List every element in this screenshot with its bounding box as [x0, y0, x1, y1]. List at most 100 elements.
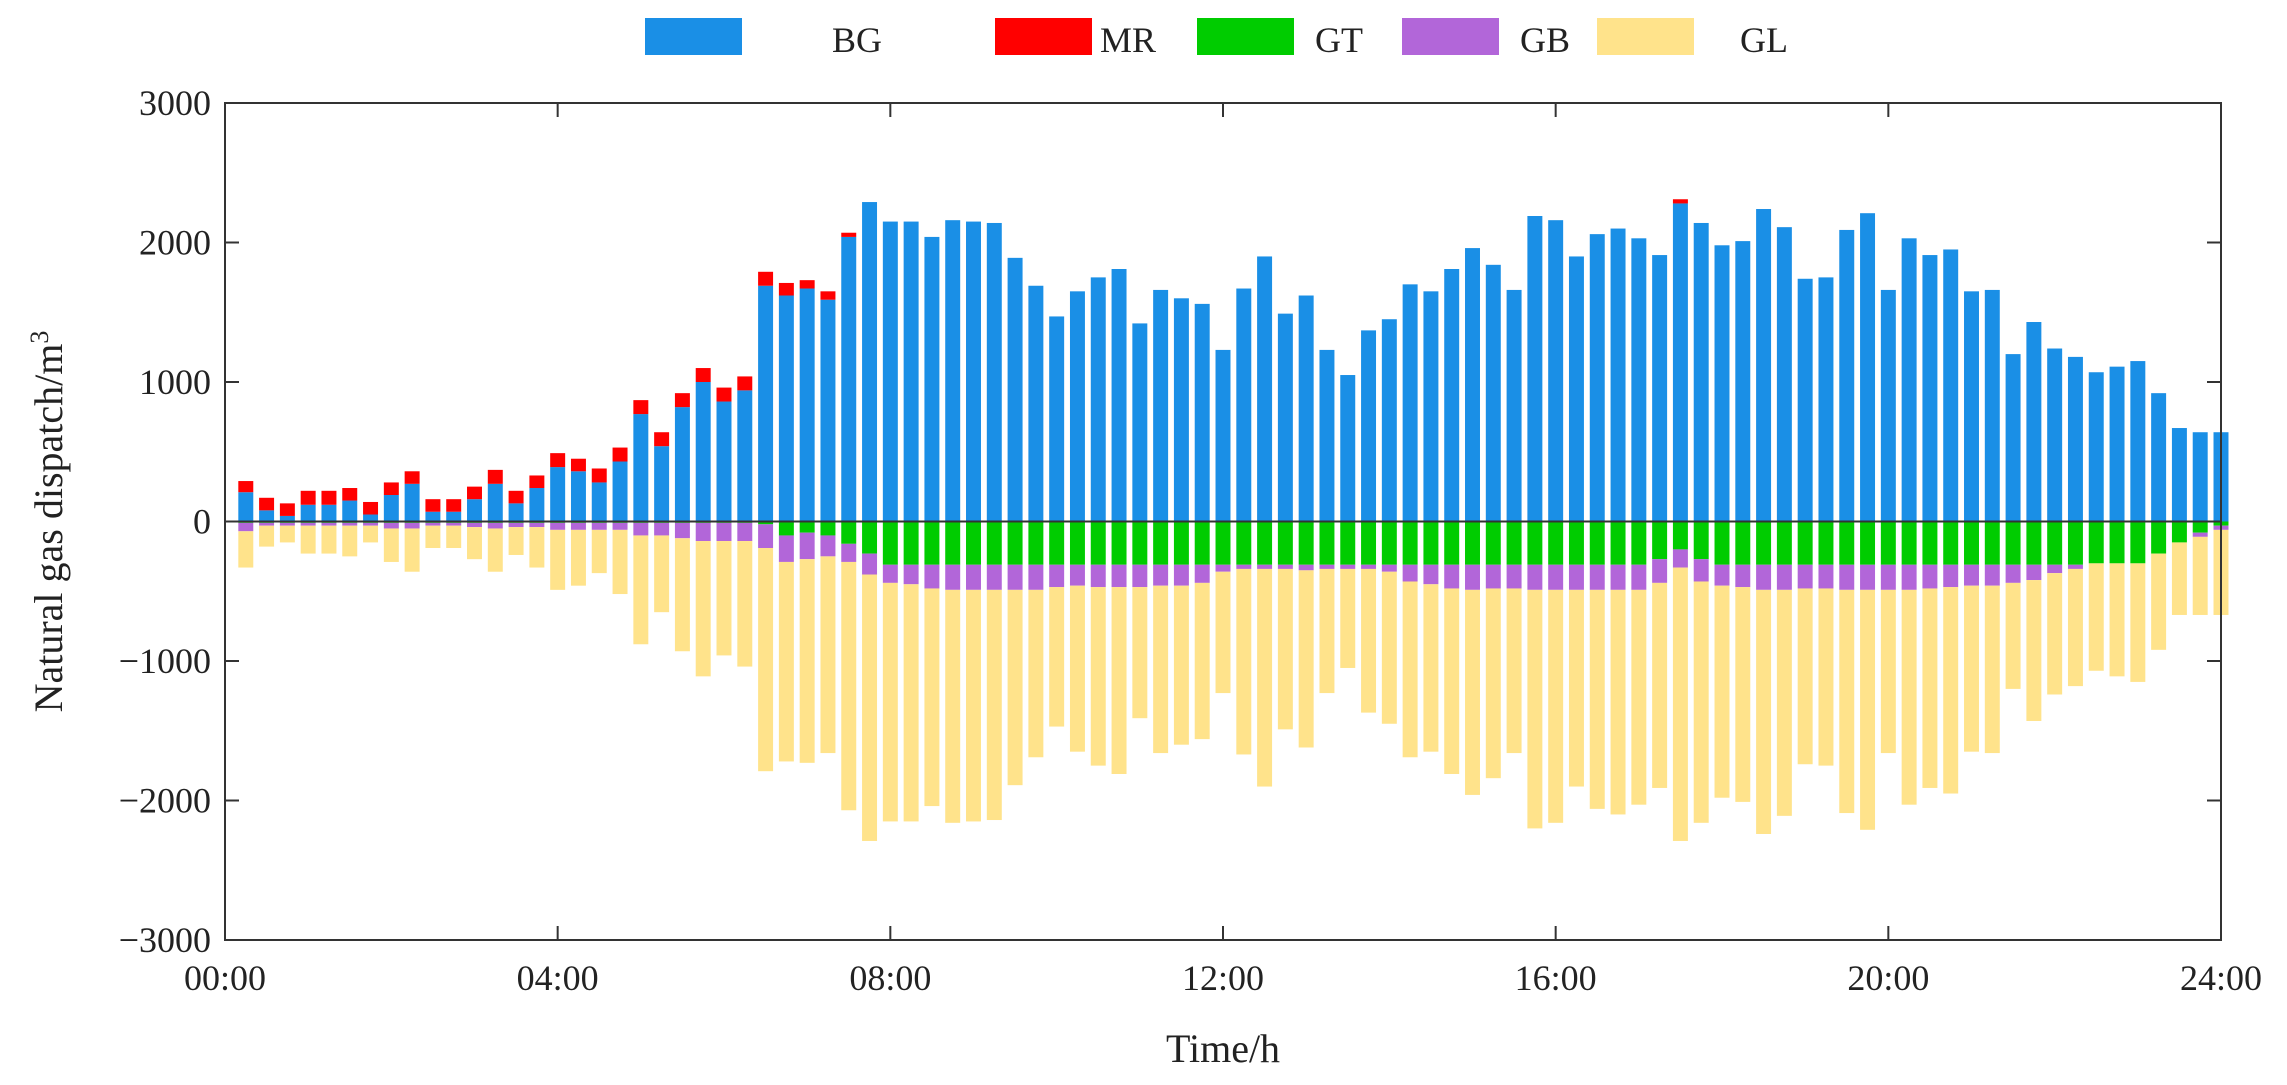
bar-bg	[945, 220, 961, 522]
bar-mr	[841, 232, 857, 237]
bar-gl	[1943, 587, 1959, 794]
bar-gt	[1194, 521, 1210, 565]
bar-gb	[2026, 564, 2042, 581]
bar-bg	[1610, 228, 1626, 522]
bar-gt	[1381, 521, 1397, 565]
bar-gl	[1797, 588, 1813, 765]
bar-mr	[487, 469, 503, 484]
bar-bg	[1298, 295, 1314, 522]
bar-bg	[1049, 316, 1065, 522]
legend-label-bg: BG	[832, 20, 882, 60]
bar-gl	[1527, 589, 1543, 829]
bar-gl	[529, 527, 545, 568]
bar-gb	[1298, 564, 1314, 571]
bar-bg	[1340, 375, 1356, 522]
bar-gl	[674, 538, 690, 652]
y-axis-label-text: Natural gas dispatch/m	[26, 344, 71, 713]
bar-bg	[1465, 248, 1480, 522]
bar-gt	[1153, 521, 1169, 565]
bar-gt	[1132, 521, 1148, 565]
bar-mr	[820, 291, 836, 300]
bar-gl	[2171, 542, 2187, 615]
bar-gb	[674, 522, 690, 539]
bar-gt	[903, 521, 919, 565]
bar-gt	[924, 521, 940, 565]
bar-gl	[2005, 582, 2021, 689]
bar-bg	[654, 446, 670, 522]
bar-gb	[570, 522, 586, 530]
bar-gt	[1901, 521, 1917, 565]
bar-gl	[1548, 589, 1564, 823]
bar-mr	[716, 387, 732, 402]
bar-bg	[2088, 372, 2104, 522]
bar-gb	[1860, 564, 1876, 590]
bar-mr	[695, 368, 711, 382]
bar-bg	[259, 510, 275, 522]
y-tick-label: 0	[193, 502, 211, 542]
bar-gb	[654, 522, 670, 536]
bar-gl	[924, 588, 940, 807]
bar-bg	[508, 503, 524, 522]
bar-gb	[1257, 564, 1273, 569]
bar-gb	[862, 553, 878, 575]
bar-gb	[1610, 564, 1626, 590]
bar-gt	[945, 521, 961, 565]
bar-gt	[966, 521, 981, 565]
bar-gl	[716, 541, 732, 656]
bar-bg	[2171, 428, 2187, 522]
bar-gt	[1943, 521, 1959, 565]
bar-bg	[1277, 313, 1293, 522]
bar-gl	[1444, 588, 1460, 774]
bar-gl	[1839, 589, 1855, 814]
bar-bg	[758, 285, 774, 522]
bar-bg	[300, 504, 316, 522]
bar-bg	[446, 511, 462, 522]
bar-gl	[1069, 585, 1085, 752]
bar-bg	[841, 236, 857, 522]
bar-gl	[1049, 587, 1065, 727]
bar-gt	[1693, 521, 1709, 560]
bar-gl	[1610, 589, 1626, 815]
bar-mr	[404, 471, 420, 484]
bar-gl	[1277, 568, 1293, 730]
bar-bg	[737, 390, 753, 522]
bar-gb	[1132, 564, 1148, 588]
bar-gb	[612, 522, 628, 530]
bar-mr	[259, 497, 275, 511]
bar-gt	[1090, 521, 1106, 565]
bar-gl	[1465, 589, 1480, 795]
bar-gt	[1506, 521, 1522, 565]
y-tick-label: −1000	[119, 641, 211, 681]
bar-bg	[1922, 255, 1938, 522]
bar-bg	[1548, 220, 1564, 522]
bar-gl	[1361, 568, 1377, 713]
bar-gb	[1964, 564, 1979, 586]
bar-gt	[1880, 521, 1896, 565]
bar-mr	[591, 468, 607, 483]
bar-bg	[238, 492, 254, 522]
bar-gt	[2005, 521, 2021, 565]
bar-gt	[2192, 521, 2208, 533]
bar-bg	[1381, 319, 1397, 522]
bar-mr	[279, 503, 295, 516]
bar-gl	[1173, 585, 1189, 745]
bar-bg	[2026, 322, 2042, 522]
bar-gb	[1277, 564, 1293, 569]
bar-bg	[612, 461, 628, 522]
bar-gl	[1319, 568, 1335, 694]
bar-gl	[1340, 568, 1356, 668]
bar-bg	[716, 401, 732, 522]
bar-gl	[1776, 589, 1792, 816]
bar-gl	[1028, 589, 1044, 758]
bar-gt	[1610, 521, 1626, 565]
bar-gt	[2088, 521, 2104, 564]
bar-gb	[363, 522, 379, 526]
bar-gt	[1444, 521, 1460, 565]
bar-bg	[695, 382, 711, 522]
bar-gl	[1215, 571, 1231, 694]
bar-gb	[1943, 564, 1959, 588]
bar-gl	[1735, 587, 1751, 802]
bar-mr	[654, 432, 670, 447]
bar-gb	[1444, 564, 1460, 589]
